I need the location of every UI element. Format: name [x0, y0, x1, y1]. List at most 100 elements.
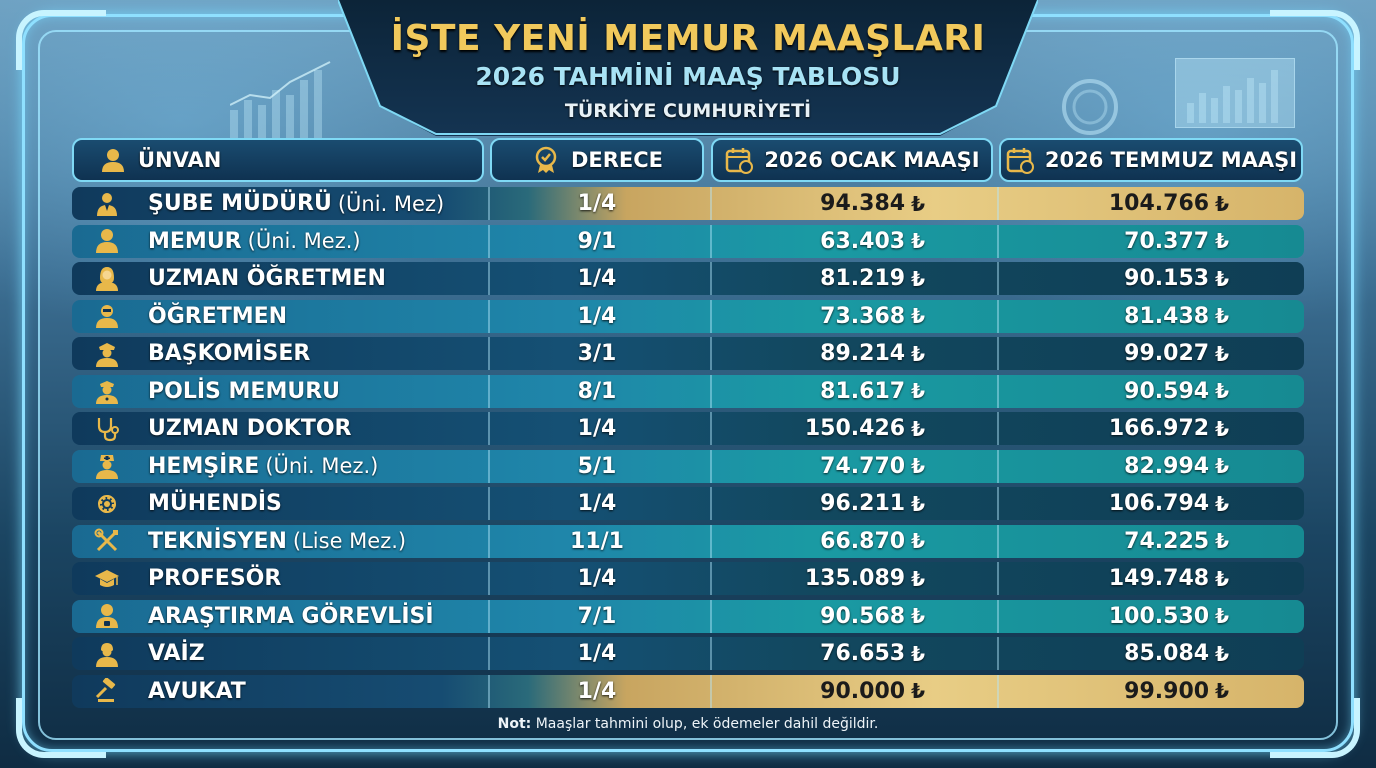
- row-background: [72, 449, 1304, 483]
- row-grade: 1/4: [577, 191, 617, 217]
- row-background: [72, 224, 1304, 258]
- lira-sign: ₺: [911, 304, 925, 329]
- column-divider: [997, 562, 999, 595]
- header-january-label: 2026 OCAK MAAŞI: [764, 148, 980, 172]
- row-grade: 11/1: [570, 528, 624, 554]
- gear-icon: [90, 485, 124, 523]
- january-amount: 74.770: [820, 453, 906, 479]
- column-divider: [997, 224, 999, 258]
- lira-sign: ₺: [1215, 529, 1229, 554]
- calendar-icon: [724, 145, 754, 175]
- lira-sign: ₺: [1215, 679, 1229, 704]
- row-title-text: BAŞKOMİSER: [148, 341, 311, 367]
- row-january-salary: 150.426 ₺: [711, 410, 925, 448]
- subtitle: 2026 TAHMİNİ MAAŞ TABLOSU: [475, 62, 901, 91]
- column-divider: [710, 562, 712, 595]
- column-divider: [488, 599, 490, 633]
- column-divider: [997, 337, 999, 370]
- row-july-salary: 90.594 ₺: [999, 373, 1229, 411]
- lira-sign: ₺: [1215, 191, 1229, 216]
- january-amount: 90.000: [820, 678, 906, 704]
- police-icon: [90, 373, 124, 411]
- july-amount: 166.972: [1108, 416, 1210, 442]
- row-background: [72, 487, 1304, 520]
- row-grade: 9/1: [577, 228, 617, 254]
- lira-sign: ₺: [1215, 454, 1229, 479]
- january-amount: 94.384: [820, 191, 906, 217]
- january-amount: 90.568: [820, 603, 906, 629]
- column-divider: [710, 412, 712, 445]
- row-title-text: POLİS MEMURU: [148, 378, 341, 404]
- row-january-salary: 89.214 ₺: [711, 335, 925, 373]
- calendar-icon: [1005, 145, 1035, 175]
- lira-sign: ₺: [1215, 304, 1229, 329]
- table-row: HEMŞİRE (Üni. Mez.) 5/1 74.770 ₺ 82.994 ₺: [72, 448, 1304, 486]
- row-title-text: VAİZ: [148, 641, 205, 667]
- lira-sign: ₺: [1215, 416, 1229, 441]
- row-january-salary: 96.211 ₺: [711, 485, 925, 523]
- salary-table: ŞUBE MÜDÜRÜ (Üni. Mez) 1/4 94.384 ₺ 104.766 ₺ M…: [72, 185, 1304, 710]
- corner-ornament-bottom-left: [16, 698, 106, 758]
- header-title-column: ÜNVAN: [72, 138, 484, 182]
- row-background: [72, 524, 1304, 558]
- column-divider: [710, 637, 712, 670]
- row-july-salary: 99.900 ₺: [999, 673, 1229, 711]
- row-july-salary: 149.748 ₺: [999, 560, 1229, 598]
- row-background: [72, 412, 1304, 445]
- column-divider: [710, 299, 712, 333]
- column-divider: [710, 374, 712, 408]
- header-title-label: ÜNVAN: [138, 148, 222, 172]
- row-january-salary: 66.870 ₺: [711, 523, 925, 561]
- row-january-salary: 90.000 ₺: [711, 673, 925, 711]
- column-divider: [997, 187, 999, 220]
- column-divider: [997, 412, 999, 445]
- header-july-column: 2026 TEMMUZ MAAŞI: [999, 138, 1303, 182]
- column-divider: [997, 487, 999, 520]
- person-icon: [90, 223, 124, 261]
- table-row: AVUKAT 1/4 90.000 ₺ 99.900 ₺: [72, 673, 1304, 711]
- lira-sign: ₺: [911, 341, 925, 366]
- row-january-salary: 73.368 ₺: [711, 298, 925, 336]
- row-title: ARAŞTIRMA GÖREVLİSİ: [148, 598, 488, 636]
- lira-sign: ₺: [911, 266, 925, 291]
- row-background: [72, 674, 1304, 708]
- row-background: [72, 374, 1304, 408]
- row-title: UZMAN ÖĞRETMEN: [148, 260, 488, 298]
- column-divider: [997, 449, 999, 483]
- row-grade: 1/4: [577, 641, 617, 667]
- row-background: [72, 337, 1304, 370]
- lira-sign: ₺: [911, 416, 925, 441]
- column-divider: [710, 224, 712, 258]
- lira-sign: ₺: [911, 529, 925, 554]
- row-title-text: PROFESÖR: [148, 566, 282, 592]
- table-row: VAİZ 1/4 76.653 ₺ 85.084 ₺: [72, 635, 1304, 673]
- row-title: ŞUBE MÜDÜRÜ (Üni. Mez): [148, 185, 488, 223]
- column-divider: [488, 449, 490, 483]
- column-divider: [997, 374, 999, 408]
- table-row: POLİS MEMURU 8/1 81.617 ₺ 90.594 ₺: [72, 373, 1304, 411]
- row-grade: 1/4: [577, 303, 617, 329]
- country-label: TÜRKİYE CUMHURİYETİ: [564, 100, 812, 122]
- stethoscope-icon: [90, 410, 124, 448]
- lira-sign: ₺: [911, 229, 925, 254]
- row-january-salary: 81.219 ₺: [711, 260, 925, 298]
- row-title: MÜHENDİS: [148, 485, 488, 523]
- column-divider: [997, 299, 999, 333]
- row-title-text: ARAŞTIRMA GÖREVLİSİ: [148, 603, 434, 629]
- female-teacher-icon: [90, 260, 124, 298]
- row-background: [72, 562, 1304, 595]
- lira-sign: ₺: [1215, 604, 1229, 629]
- footnote-label: Not:: [497, 716, 532, 732]
- column-divider: [710, 187, 712, 220]
- row-july-salary: 82.994 ₺: [999, 448, 1229, 486]
- january-amount: 63.403: [820, 228, 906, 254]
- column-divider: [997, 674, 999, 708]
- row-january-salary: 63.403 ₺: [711, 223, 925, 261]
- lira-sign: ₺: [911, 191, 925, 216]
- row-july-salary: 100.530 ₺: [999, 598, 1229, 636]
- january-amount: 73.368: [820, 303, 906, 329]
- july-amount: 104.766: [1108, 191, 1210, 217]
- column-divider: [710, 449, 712, 483]
- table-row: MÜHENDİS 1/4 96.211 ₺ 106.794 ₺: [72, 485, 1304, 523]
- row-title-text: ŞUBE MÜDÜRÜ: [148, 191, 332, 217]
